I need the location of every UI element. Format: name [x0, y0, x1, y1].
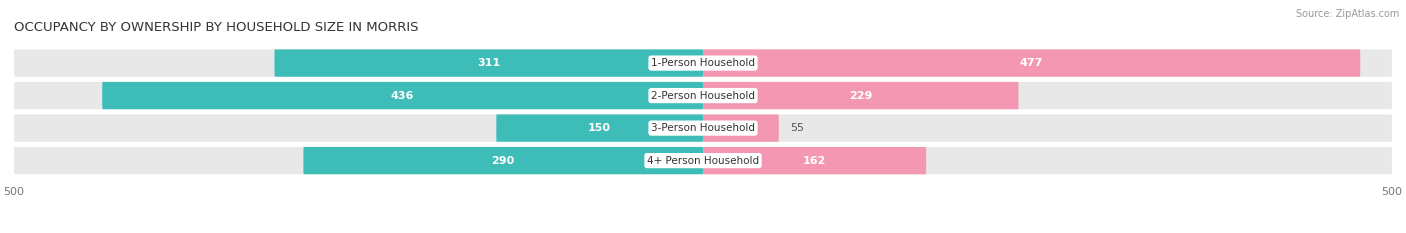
- FancyBboxPatch shape: [14, 49, 1392, 77]
- Text: OCCUPANCY BY OWNERSHIP BY HOUSEHOLD SIZE IN MORRIS: OCCUPANCY BY OWNERSHIP BY HOUSEHOLD SIZE…: [14, 21, 419, 34]
- FancyBboxPatch shape: [14, 82, 1392, 109]
- FancyBboxPatch shape: [496, 114, 703, 142]
- Text: 55: 55: [790, 123, 804, 133]
- Legend: Owner-occupied, Renter-occupied: Owner-occupied, Renter-occupied: [589, 230, 817, 233]
- Text: 4+ Person Household: 4+ Person Household: [647, 156, 759, 166]
- FancyBboxPatch shape: [103, 82, 703, 109]
- Text: 436: 436: [391, 91, 415, 101]
- FancyBboxPatch shape: [14, 147, 1392, 174]
- Text: 1-Person Household: 1-Person Household: [651, 58, 755, 68]
- FancyBboxPatch shape: [703, 114, 779, 142]
- Text: 3-Person Household: 3-Person Household: [651, 123, 755, 133]
- FancyBboxPatch shape: [304, 147, 703, 174]
- FancyBboxPatch shape: [274, 49, 703, 77]
- Text: Source: ZipAtlas.com: Source: ZipAtlas.com: [1295, 9, 1399, 19]
- FancyBboxPatch shape: [703, 82, 1018, 109]
- Text: 2-Person Household: 2-Person Household: [651, 91, 755, 101]
- FancyBboxPatch shape: [703, 147, 927, 174]
- Text: 477: 477: [1019, 58, 1043, 68]
- FancyBboxPatch shape: [703, 49, 1360, 77]
- Text: 150: 150: [588, 123, 612, 133]
- Text: 311: 311: [477, 58, 501, 68]
- Text: 290: 290: [492, 156, 515, 166]
- Text: 162: 162: [803, 156, 827, 166]
- FancyBboxPatch shape: [14, 114, 1392, 142]
- Text: 229: 229: [849, 91, 873, 101]
